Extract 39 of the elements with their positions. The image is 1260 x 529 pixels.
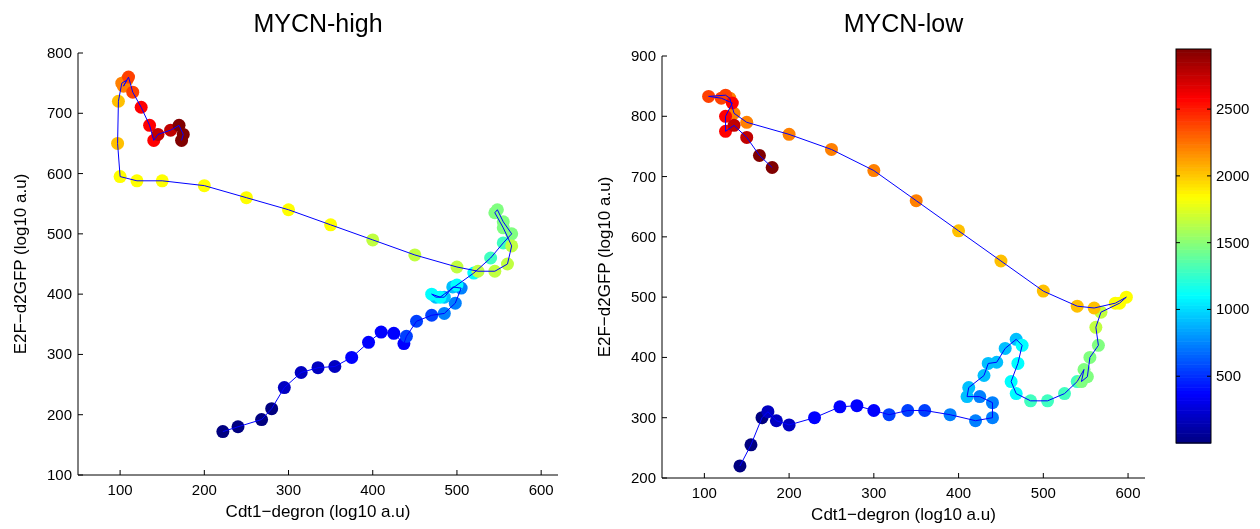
y-tick-label: 600 [630, 227, 656, 245]
x-tick-label: 600 [528, 481, 554, 498]
y-axis-title: E2F−d2GFP (log10 a.u) [11, 173, 30, 355]
x-tick-label: 100 [107, 481, 133, 498]
chart-title: MYCN-high [253, 9, 383, 37]
y-tick-label: 500 [46, 224, 72, 242]
y-tick-label: 400 [630, 348, 656, 366]
y-tick-label: 800 [46, 44, 72, 61]
y-tick-label: 700 [630, 167, 656, 185]
y-tick-label: 500 [630, 288, 656, 306]
x-tick-label: 200 [776, 484, 802, 501]
x-tick-label: 400 [360, 481, 386, 498]
color-bar-label: 1500 [1216, 233, 1250, 251]
color-bar-label: 500 [1216, 367, 1242, 385]
y-tick-label: 600 [46, 164, 72, 182]
y-tick-label: 200 [46, 405, 72, 423]
x-tick-label: 500 [1030, 484, 1056, 501]
y-tick-label: 800 [630, 107, 656, 125]
x-tick-label: 400 [946, 484, 972, 501]
y-axis-title: E2F−d2GFP (log10 a.u) [595, 176, 614, 358]
y-tick-label: 700 [46, 104, 72, 122]
x-axis-title: Cdt1−degron (log10 a.u) [811, 505, 996, 524]
x-tick-label: 300 [861, 484, 887, 501]
color-bar-label: 1000 [1216, 300, 1250, 318]
x-tick-label: 100 [691, 484, 717, 501]
y-tick-label: 400 [46, 285, 72, 303]
x-tick-label: 500 [444, 481, 470, 498]
chart-title: MYCN-low [843, 9, 965, 37]
y-tick-label: 200 [630, 469, 656, 486]
y-tick-label: 900 [630, 47, 656, 64]
color-bar-label: 2000 [1216, 166, 1250, 184]
y-tick-label: 100 [46, 466, 72, 483]
color-bar-label: 2500 [1216, 100, 1250, 118]
x-tick-label: 300 [276, 481, 302, 498]
x-axis-title: Cdt1−degron (log10 a.u) [225, 502, 411, 521]
x-tick-label: 600 [1115, 484, 1141, 501]
y-tick-label: 300 [630, 408, 656, 426]
y-tick-label: 300 [46, 345, 72, 363]
x-tick-label: 200 [191, 481, 217, 498]
